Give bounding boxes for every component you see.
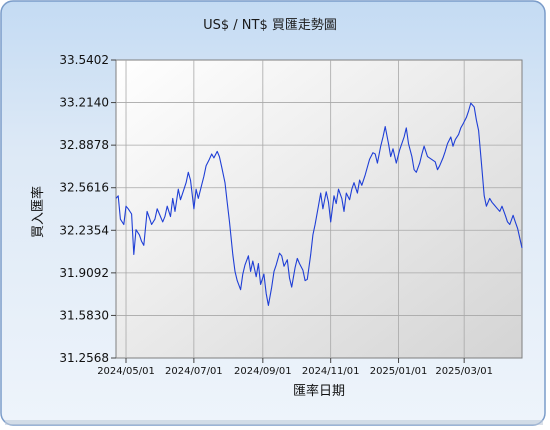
y-tick-label: 32.5616 [59,181,109,195]
chart-title: US$ / NT$ 買匯走勢圖 [203,18,337,33]
x-tick-label: 2024/11/01 [302,366,360,377]
y-tick-label: 31.2568 [59,351,109,365]
x-axis-label: 匯率日期 [293,383,345,399]
frame-shadow [5,420,543,425]
y-tick-label: 32.8878 [59,138,109,152]
plot-area [115,59,523,359]
x-tick-label: 2025/01/01 [370,366,428,377]
x-tick-label: 2024/05/01 [97,366,155,377]
grid-lines [116,60,522,358]
y-tick-label: 31.5830 [59,308,109,322]
y-axis-ticks: 33.5402 33.2140 32.8878 32.5616 32.2354 31.90… [59,53,116,365]
y-tick-label: 33.5402 [59,53,109,67]
x-tick-label: 2024/09/01 [234,366,292,377]
x-tick-label: 2025/03/01 [435,366,493,377]
x-axis-ticks: 2024/05/01 2024/07/01 2024/09/01 2024/11/01… [97,358,493,377]
y-tick-label: 32.2354 [59,223,109,237]
exchange-rate-line [115,102,523,306]
y-tick-label: 31.9092 [59,266,109,280]
y-axis-label: 買入匯率 [30,186,46,238]
y-tick-label: 33.2140 [59,96,109,110]
x-tick-label: 2024/07/01 [165,366,223,377]
